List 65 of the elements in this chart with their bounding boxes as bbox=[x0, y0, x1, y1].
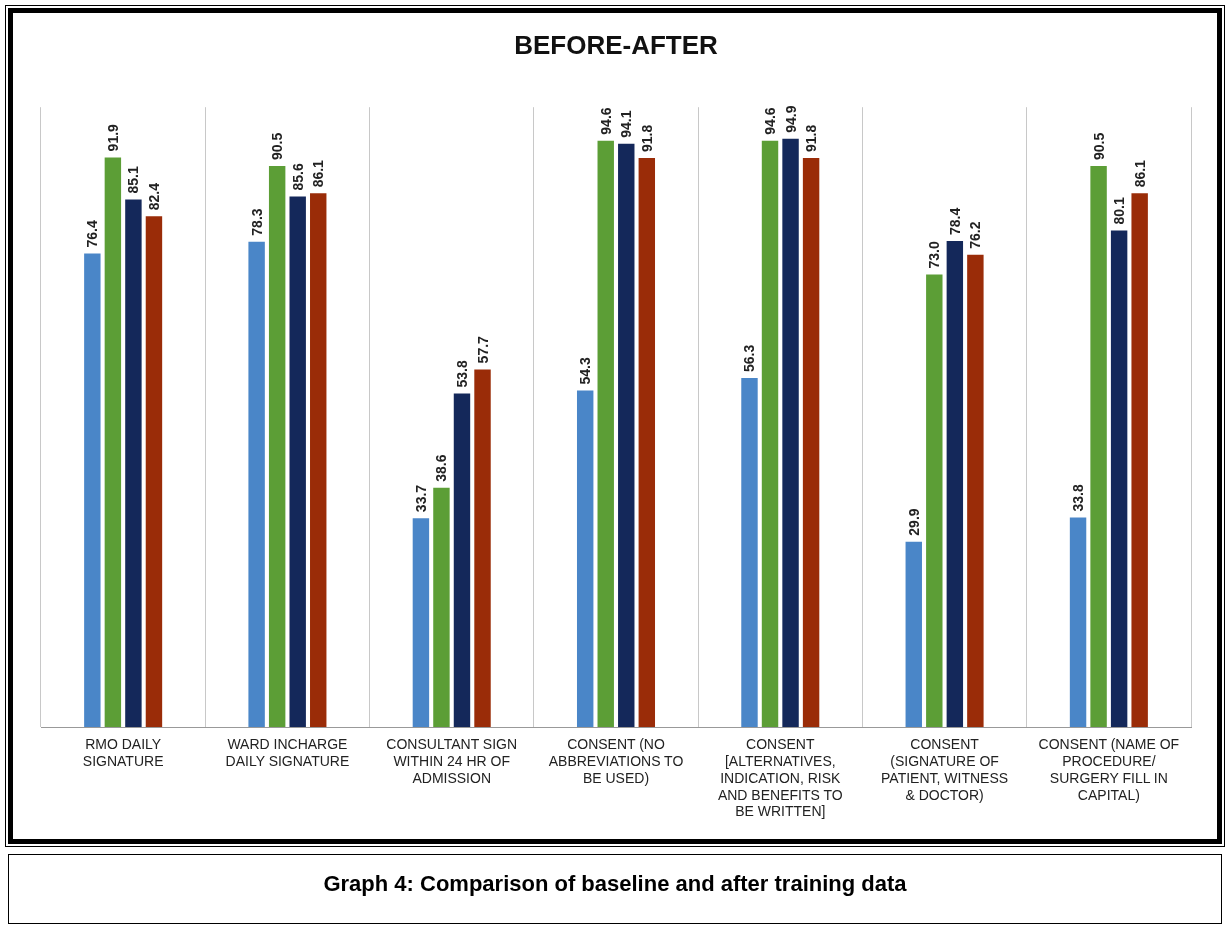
bar bbox=[125, 199, 142, 727]
bar bbox=[289, 196, 306, 727]
data-label: 86.1 bbox=[310, 159, 327, 188]
bar bbox=[926, 274, 943, 727]
data-label: 85.6 bbox=[289, 162, 306, 191]
bar bbox=[946, 241, 964, 727]
data-label: 53.8 bbox=[453, 360, 470, 388]
data-label: 94.9 bbox=[782, 105, 799, 133]
bar bbox=[802, 158, 820, 727]
data-label: 76.2 bbox=[967, 221, 984, 249]
x-tick-label: RMO DAILY SIGNATURE bbox=[82, 736, 164, 770]
bar bbox=[638, 158, 656, 727]
data-label: 56.3 bbox=[741, 344, 758, 373]
bar bbox=[576, 390, 594, 727]
x-tick-label: WARD INCHARGE DAILY SIGNATURE bbox=[225, 736, 350, 770]
data-label: 94.6 bbox=[762, 107, 779, 135]
data-label: 73.0 bbox=[926, 241, 943, 269]
bar bbox=[782, 138, 799, 727]
bar bbox=[268, 166, 286, 727]
data-label: 54.3 bbox=[577, 356, 594, 385]
bar bbox=[412, 518, 430, 727]
data-label: 29.9 bbox=[905, 508, 922, 536]
bar bbox=[1090, 166, 1107, 727]
x-tick-label: CONSENT [ALTERNATIVES, INDICATION, RISK AND BENEFITS TO BE WRITTEN] bbox=[717, 736, 843, 820]
caption: Graph 4: Comparison of baseline and after training data bbox=[8, 854, 1222, 924]
bar bbox=[967, 254, 984, 727]
x-tick-label: CONSENT (NO ABBREVIATIONS TO BE USED) bbox=[548, 736, 684, 786]
bar bbox=[248, 241, 265, 727]
bar bbox=[310, 193, 327, 727]
bar bbox=[597, 140, 614, 727]
data-label: 33.8 bbox=[1070, 484, 1087, 512]
data-label: 33.7 bbox=[412, 484, 429, 513]
data-label: 90.5 bbox=[1090, 132, 1107, 161]
data-label: 57.7 bbox=[474, 335, 491, 364]
bar bbox=[84, 253, 101, 727]
data-label: 80.1 bbox=[1111, 197, 1128, 225]
bar bbox=[761, 140, 779, 727]
chart-title: BEFORE-AFTER bbox=[514, 29, 719, 60]
data-label: 94.6 bbox=[597, 107, 614, 135]
data-label: 38.6 bbox=[433, 454, 450, 482]
bar bbox=[1131, 193, 1148, 727]
data-label: 91.9 bbox=[104, 123, 121, 152]
bar bbox=[145, 216, 163, 727]
bar bbox=[1069, 517, 1087, 727]
data-label: 76.4 bbox=[84, 220, 101, 248]
data-label: 85.1 bbox=[125, 166, 142, 194]
data-label: 91.8 bbox=[803, 124, 820, 153]
bar bbox=[453, 393, 471, 727]
bar bbox=[1110, 230, 1128, 727]
bar bbox=[433, 487, 450, 727]
bar bbox=[104, 157, 122, 727]
bar bbox=[474, 369, 491, 727]
x-tick-label: CONSULTANT SIGN WITHIN 24 HR OF ADMISSION bbox=[386, 736, 518, 786]
bar bbox=[618, 143, 635, 727]
x-tick-label: CONSENT (NAME OF PROCEDURE/ SURGERY FILL IN CAPITAL) bbox=[1038, 736, 1180, 803]
data-label: 78.3 bbox=[248, 208, 265, 236]
data-label: 82.4 bbox=[145, 182, 162, 211]
data-label: 90.5 bbox=[269, 132, 286, 161]
x-tick-label: CONSENT (SIGNATURE OF PATIENT, WITNESS & DOCTOR) bbox=[881, 736, 1009, 803]
data-label: 94.1 bbox=[618, 110, 635, 138]
bar bbox=[741, 378, 758, 727]
bar bbox=[905, 541, 922, 727]
data-label: 91.8 bbox=[638, 124, 655, 153]
data-label: 78.4 bbox=[946, 207, 963, 236]
data-label: 86.1 bbox=[1131, 159, 1148, 188]
